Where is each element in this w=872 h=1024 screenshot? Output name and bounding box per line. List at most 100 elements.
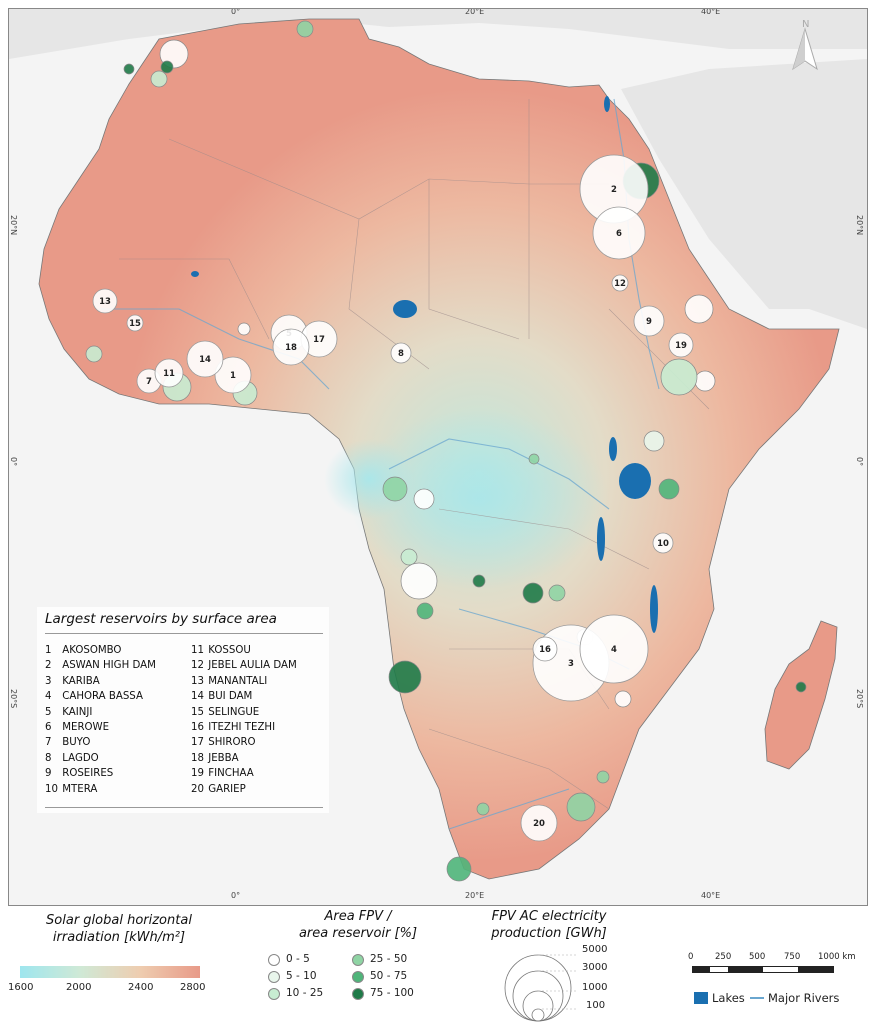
reservoir-marker-label: 7	[146, 377, 152, 387]
africa-map-canvas: 1234567891011121314151617181920	[9, 9, 867, 882]
scale-tick-1000: 1000 km	[818, 952, 856, 962]
reservoir-name: MTERA	[59, 783, 98, 795]
fpv-reservoir-circle	[694, 370, 716, 392]
ghi-tick-2000: 2000	[66, 982, 92, 993]
reservoir-name: KARIBA	[59, 675, 100, 687]
reservoir-name: MEROWE	[59, 722, 110, 734]
fpv-reservoir-circle	[400, 562, 438, 600]
reservoir-marker-label: 16	[539, 645, 551, 655]
reservoir-marker-label: 15	[129, 319, 141, 329]
fpv-reservoir-circle	[548, 584, 566, 602]
fpv-reservoir-circle	[123, 63, 135, 75]
reservoir-legend-row: 17 SHIRORO	[191, 735, 297, 750]
reservoir-name: LAGDO	[59, 752, 99, 764]
reservoir-name: ASWAN HIGH DAM	[59, 660, 156, 672]
reservoir-legend-row: 18 JEBBA	[191, 751, 297, 766]
reservoir-name: KAINJI	[59, 706, 93, 718]
fpv-class-label: 5 - 10	[286, 970, 317, 982]
fpv-class-label: 75 - 100	[370, 987, 414, 999]
reservoir-number: 18	[191, 752, 204, 764]
reservoir-number: 13	[191, 675, 204, 687]
reservoir-name: JEBEL AULIA DAM	[205, 660, 297, 672]
reservoir-name: JEBBA	[205, 752, 239, 764]
reservoir-marker	[592, 206, 646, 260]
fpv-reservoir-circle	[296, 20, 314, 38]
fpv-class-swatch	[352, 954, 364, 966]
fpv-reservoir-circle	[795, 681, 807, 693]
ghi-tick-2400: 2400	[128, 982, 154, 993]
fpv-area-title-line2: area reservoir [%]	[298, 926, 418, 941]
reservoir-marker-label: 4	[611, 645, 617, 655]
reservoir-legend-row: 7 BUYO	[45, 735, 156, 750]
reservoir-name: BUYO	[59, 737, 91, 749]
reservoir-name: FINCHAA	[205, 768, 254, 780]
fpv-reservoir-circle	[85, 345, 103, 363]
reservoir-marker	[668, 332, 694, 358]
fpv-area-title-line1: Area FPV /	[324, 909, 392, 924]
map-panel: 1234567891011121314151617181920 0° 20°E …	[8, 8, 868, 906]
reservoir-marker-label: 2	[611, 185, 617, 195]
reservoir-marker	[532, 636, 558, 662]
reservoir-name: SELINGUE	[205, 706, 260, 718]
reservoir-number: 4	[45, 691, 52, 703]
reservoir-number: 9	[45, 768, 52, 780]
reservoir-number: 19	[191, 768, 204, 780]
fpv-reservoir-circle	[388, 660, 422, 694]
rivers-swatch	[750, 997, 764, 999]
fpv-reservoir-circle	[413, 488, 435, 510]
reservoir-marker-label: 1	[230, 371, 236, 381]
ghi-color-ramp	[20, 966, 200, 978]
lat-label-right-0: 0°	[855, 457, 864, 467]
fpv-reservoir-circle	[660, 358, 698, 396]
ghi-title-line2: irradiation [kWh/m²]	[52, 930, 186, 945]
reservoir-legend-row: 20 GARIEP	[191, 782, 297, 797]
reservoir-marker	[92, 288, 118, 314]
fpv-class-label: 10 - 25	[286, 987, 324, 999]
production-size-circles	[504, 954, 576, 1022]
fpv-reservoir-circle	[472, 574, 486, 588]
reservoir-legend-row: 4 CAHORA BASSA	[45, 689, 156, 704]
reservoir-list-col2: 11 KOSSOU 12 JEBEL AULIA DAM 13 MANANTALI 1…	[191, 643, 297, 797]
lat-label-left-0: 0°	[9, 457, 18, 467]
fpv-class-label: 25 - 50	[370, 953, 408, 965]
reservoir-name: KOSSOU	[205, 645, 251, 656]
legend-divider-bottom	[45, 807, 323, 808]
reservoir-number: 20	[191, 783, 204, 795]
fpv-reservoir-circle	[416, 602, 434, 620]
fpv-reservoir-circle	[400, 548, 418, 566]
north-label: N	[802, 19, 809, 30]
reservoir-number: 14	[191, 691, 204, 703]
reservoir-legend: Largest reservoirs by surface area 1 AKO…	[37, 607, 329, 813]
reservoir-name: SHIRORO	[205, 737, 256, 749]
reservoir-marker-layer: 1234567891011121314151617181920	[85, 20, 807, 882]
lat-label-right-20n: 20°N	[855, 215, 864, 236]
fpv-class-swatch	[352, 971, 364, 983]
reservoir-number: 12	[191, 660, 204, 672]
fpv-reservoir-circle	[150, 70, 168, 88]
fpv-reservoir-circle	[528, 453, 540, 465]
arabia-landmass	[621, 59, 867, 329]
reservoir-marker	[154, 358, 184, 388]
ghi-tick-1600: 1600	[8, 982, 34, 993]
reservoir-number: 6	[45, 722, 52, 734]
reservoir-marker-label: 18	[285, 343, 297, 353]
fpv-reservoir-circle	[522, 582, 544, 604]
production-size-1000: 1000	[582, 982, 608, 993]
reservoir-marker-label: 6	[616, 229, 622, 239]
fpv-class-label: 0 - 5	[286, 953, 310, 965]
reservoir-number: 7	[45, 737, 52, 749]
reservoir-legend-row: 9 ROSEIRES	[45, 766, 156, 781]
fpv-reservoir-circle	[614, 690, 632, 708]
reservoir-legend-row: 8 LAGDO	[45, 751, 156, 766]
fpv-class-label: 50 - 75	[370, 970, 408, 982]
reservoir-name: ITEZHI TEZHI	[205, 722, 276, 734]
scale-tick-0: 0	[688, 952, 694, 962]
reservoir-name: CAHORA BASSA	[59, 691, 143, 703]
reservoir-marker-label: 13	[99, 297, 111, 307]
reservoir-marker	[520, 804, 558, 842]
reservoir-marker-label: 20	[533, 819, 545, 829]
congo-low-irradiation	[349, 409, 609, 589]
reservoir-number: 16	[191, 722, 204, 734]
scale-tick-250: 250	[715, 952, 732, 962]
